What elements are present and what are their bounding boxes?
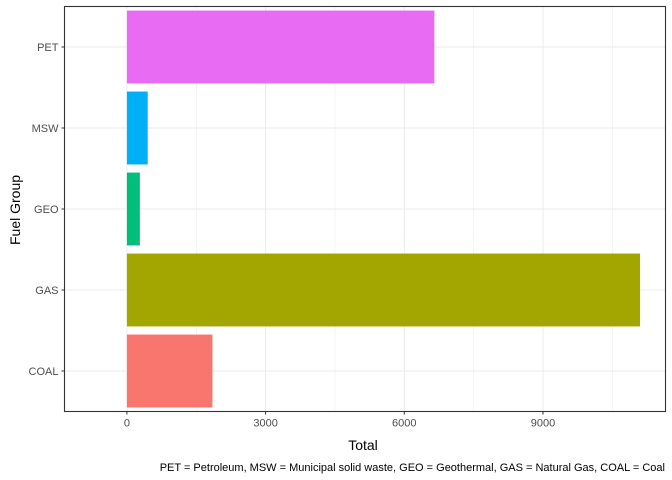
- y-tick-label-msw: MSW: [32, 123, 60, 135]
- chart-caption: PET = Petroleum, MSW = Municipal solid w…: [160, 462, 665, 474]
- y-tick-label-geo: GEO: [34, 204, 59, 216]
- y-tick-label-pet: PET: [37, 42, 59, 54]
- x-tick-label: 9000: [531, 418, 555, 430]
- x-tick-label: 6000: [392, 418, 416, 430]
- x-tick-label: 3000: [253, 418, 277, 430]
- y-tick-label-gas: GAS: [35, 285, 58, 297]
- bars: [126, 10, 641, 408]
- x-axis: 0 3000 6000 9000: [124, 411, 555, 430]
- bar-msw: [126, 91, 148, 165]
- y-axis: COAL GAS GEO MSW PET: [29, 42, 65, 378]
- y-axis-title: Fuel Group: [7, 175, 23, 245]
- y-tick-label-coal: COAL: [29, 366, 59, 378]
- x-axis-title: Total: [348, 437, 378, 453]
- bar-geo: [126, 172, 140, 246]
- x-tick-label: 0: [124, 418, 130, 430]
- bar-coal: [126, 334, 213, 408]
- bar-gas: [126, 253, 641, 327]
- bar-pet: [126, 10, 435, 84]
